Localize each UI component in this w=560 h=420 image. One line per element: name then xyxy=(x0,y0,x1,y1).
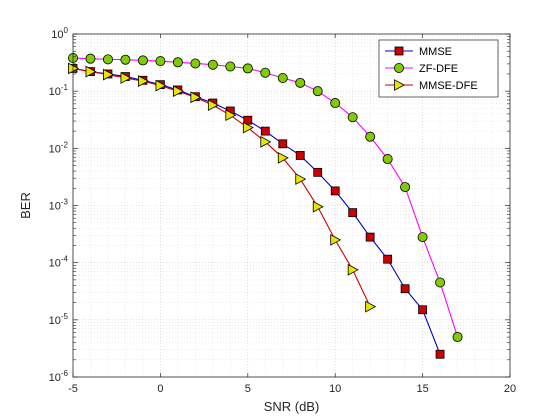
data-point-zf-dfe xyxy=(295,77,306,88)
data-point-mmse-dfe xyxy=(103,68,115,81)
legend-swatch-marker xyxy=(394,46,404,56)
data-point-mmse-dfe xyxy=(190,91,202,104)
data-point-mmse xyxy=(365,232,375,242)
data-point-mmse xyxy=(260,126,270,136)
legend-label: MMSE-DFE xyxy=(419,80,478,92)
data-point-mmse xyxy=(295,151,305,160)
legend-label: ZF-DFE xyxy=(419,63,458,75)
series-mmse-dfe xyxy=(68,62,377,313)
y-axis-label: BER xyxy=(18,192,33,219)
data-point-mmse xyxy=(383,254,393,264)
data-point-mmse xyxy=(330,186,340,196)
minor-grid xyxy=(73,34,510,377)
x-tick-labels: -5 0 5 10 15 20 xyxy=(68,383,516,395)
data-point-mmse-dfe xyxy=(365,300,377,313)
data-point-mmse-dfe xyxy=(277,152,289,164)
data-point-zf-dfe xyxy=(277,72,288,83)
data-point-mmse xyxy=(348,208,358,218)
data-point-zf-dfe xyxy=(207,59,218,70)
data-point-zf-dfe xyxy=(312,86,323,97)
data-point-zf-dfe xyxy=(225,61,236,72)
data-point-mmse-dfe xyxy=(312,200,324,213)
series-zf-dfe xyxy=(68,53,463,343)
data-point-zf-dfe xyxy=(102,54,113,65)
legend-item-mmse: MMSE xyxy=(385,46,452,58)
data-point-zf-dfe xyxy=(155,56,166,67)
data-point-mmse-dfe xyxy=(225,109,237,122)
data-point-mmse-dfe xyxy=(155,79,167,92)
data-point-mmse-dfe xyxy=(347,263,359,276)
data-point-mmse xyxy=(243,115,253,125)
data-point-zf-dfe xyxy=(190,58,201,69)
x-tick-label: 0 xyxy=(157,383,163,395)
series-layer xyxy=(68,53,463,359)
data-point-zf-dfe xyxy=(382,154,393,165)
data-point-zf-dfe xyxy=(172,57,183,68)
data-point-zf-dfe xyxy=(400,182,411,193)
data-point-zf-dfe xyxy=(137,55,148,66)
data-point-zf-dfe xyxy=(435,277,446,288)
data-point-mmse-dfe xyxy=(330,234,342,246)
legend: MMSE ZF-DFE MMSE-DFE xyxy=(378,39,499,98)
data-point-zf-dfe xyxy=(120,54,131,65)
data-point-mmse-dfe xyxy=(207,99,219,111)
x-tick-label: 10 xyxy=(329,383,341,395)
legend-label: MMSE xyxy=(419,46,452,58)
data-point-zf-dfe xyxy=(452,332,463,343)
legend-item-mmse-dfe: MMSE-DFE xyxy=(385,79,478,92)
legend-swatch-marker xyxy=(393,63,404,74)
series-line-mmse xyxy=(72,67,441,355)
legend-item-zf-dfe: ZF-DFE xyxy=(385,63,458,75)
data-point-zf-dfe xyxy=(365,131,376,142)
data-point-zf-dfe xyxy=(347,112,358,123)
data-point-mmse-dfe xyxy=(138,75,149,87)
data-point-zf-dfe xyxy=(242,63,253,74)
data-point-zf-dfe xyxy=(260,67,271,78)
x-tick-label: 5 xyxy=(245,383,251,395)
data-point-mmse xyxy=(278,139,288,149)
axis-ticks xyxy=(72,33,511,378)
data-point-mmse-dfe xyxy=(120,72,132,84)
data-point-mmse-dfe xyxy=(172,85,184,98)
x-axis-label: SNR (dB) xyxy=(264,399,320,414)
data-point-mmse xyxy=(418,305,428,315)
data-point-mmse-dfe xyxy=(242,121,254,134)
data-point-mmse-dfe xyxy=(85,65,97,78)
x-tick-label: 20 xyxy=(504,383,516,395)
legend-swatch-marker xyxy=(394,79,406,91)
data-point-mmse xyxy=(400,284,410,294)
x-tick-label: -5 xyxy=(68,383,78,395)
data-point-mmse xyxy=(435,349,445,359)
data-point-mmse-dfe xyxy=(260,135,272,148)
data-point-zf-dfe xyxy=(85,53,96,64)
data-point-zf-dfe xyxy=(417,232,428,243)
data-point-zf-dfe xyxy=(330,98,341,109)
data-point-mmse xyxy=(313,167,323,177)
data-point-mmse-dfe xyxy=(295,173,307,185)
x-tick-label: 15 xyxy=(416,383,428,395)
